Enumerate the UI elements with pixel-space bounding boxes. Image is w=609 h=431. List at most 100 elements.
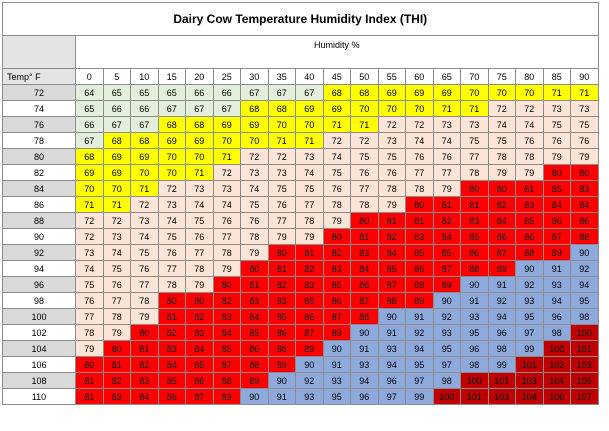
- thi-cell: 76: [157, 244, 186, 261]
- thi-cell: 83: [460, 212, 489, 229]
- thi-cell: 86: [295, 308, 324, 325]
- thi-cell: 94: [487, 308, 516, 325]
- thi-cell: 71: [460, 100, 489, 117]
- thi-cell: 81: [75, 388, 104, 405]
- thi-cell: 71: [542, 84, 571, 101]
- temperature-row-label: 72: [2, 84, 76, 101]
- thi-cell: 84: [432, 228, 461, 245]
- thi-cell: 79: [185, 276, 214, 293]
- thi-cell: 70: [102, 180, 131, 197]
- thi-cell: 100: [432, 388, 461, 405]
- thi-cell: 101: [515, 356, 544, 373]
- table-row: 88 72 72 73 74 75 76 76 77 78 79 80 81 81 82 83 84 85 86 86: [2, 212, 599, 229]
- thi-cell: 78: [157, 276, 186, 293]
- thi-cell: 81: [130, 340, 159, 357]
- humidity-column-header: 15: [157, 68, 186, 85]
- thi-cell: 79: [432, 180, 461, 197]
- thi-cell: 67: [240, 84, 269, 101]
- thi-cell: 72: [212, 164, 241, 181]
- thi-cell: 84: [350, 260, 379, 277]
- thi-cell: 78: [75, 324, 104, 341]
- thi-cell: 85: [295, 292, 324, 309]
- thi-cell: 65: [130, 84, 159, 101]
- thi-cell: 75: [322, 164, 351, 181]
- thi-cell: 73: [432, 116, 461, 133]
- thi-cell: 66: [212, 84, 241, 101]
- thi-cell: 77: [432, 164, 461, 181]
- thi-cell: 98: [570, 308, 599, 325]
- thi-cell: 70: [157, 148, 186, 165]
- thi-cell: 103: [487, 388, 516, 405]
- table-row: 74 65 66 66 67 67 67 68 68 69 69 70 70 70 71 71 72 72 73 73: [2, 100, 599, 117]
- thi-cell: 71: [295, 132, 324, 149]
- thi-cell: 82: [267, 276, 296, 293]
- thi-cell: 100: [542, 340, 571, 357]
- thi-cell: 81: [460, 196, 489, 213]
- thi-cell: 88: [350, 308, 379, 325]
- humidity-column-header: 65: [432, 68, 461, 85]
- humidity-column-header: 40: [295, 68, 324, 85]
- thi-cell: 100: [570, 324, 599, 341]
- thi-cell: 71: [267, 132, 296, 149]
- thi-cell: 85: [515, 212, 544, 229]
- humidity-column-header: 80: [515, 68, 544, 85]
- thi-cell: 73: [542, 100, 571, 117]
- thi-cell: 70: [295, 116, 324, 133]
- thi-cell: 94: [570, 276, 599, 293]
- thi-cell: 91: [377, 324, 406, 341]
- thi-cell: 78: [460, 164, 489, 181]
- thi-cell: 80: [130, 324, 159, 341]
- humidity-column-header: 25: [212, 68, 241, 85]
- thi-cell: 83: [267, 292, 296, 309]
- thi-cell: 83: [130, 372, 159, 389]
- thi-cell: 90: [240, 388, 269, 405]
- thi-cell: 97: [405, 372, 434, 389]
- thi-cell: 78: [515, 148, 544, 165]
- thi-cell: 84: [185, 340, 214, 357]
- thi-cell: 80: [75, 356, 104, 373]
- thi-cell: 93: [295, 388, 324, 405]
- thi-cell: 68: [267, 100, 296, 117]
- thi-cell: 93: [350, 356, 379, 373]
- thi-cell: 90: [267, 372, 296, 389]
- thi-cell: 76: [102, 276, 131, 293]
- thi-cell: 82: [432, 212, 461, 229]
- thi-cell: 71: [350, 116, 379, 133]
- thi-cell: 90: [460, 276, 489, 293]
- temperature-row-label: 102: [2, 324, 76, 341]
- thi-cell: 88: [267, 340, 296, 357]
- thi-cell: 86: [267, 324, 296, 341]
- thi-cell: 66: [130, 100, 159, 117]
- thi-cell: 73: [460, 116, 489, 133]
- thi-cell: 79: [377, 196, 406, 213]
- thi-cell: 92: [515, 276, 544, 293]
- thi-cell: 72: [102, 212, 131, 229]
- thi-cell: 80: [240, 260, 269, 277]
- temperature-row-label: 100: [2, 308, 76, 325]
- thi-cell: 81: [267, 260, 296, 277]
- table-row: 82 69 69 70 70 71 72 73 73 74 75 76 76 77 77 78 79 79 80 80: [2, 164, 599, 181]
- thi-cell: 90: [322, 340, 351, 357]
- thi-cell: 86: [460, 244, 489, 261]
- thi-cell: 85: [322, 276, 351, 293]
- temperature-row-label: 86: [2, 196, 76, 213]
- humidity-header: Humidity %: [75, 35, 599, 69]
- thi-cell: 83: [185, 324, 214, 341]
- thi-cell: 72: [377, 116, 406, 133]
- thi-cell: 70: [75, 180, 104, 197]
- thi-cell: 87: [432, 260, 461, 277]
- humidity-column-header: 20: [185, 68, 214, 85]
- thi-cell: 73: [157, 196, 186, 213]
- thi-cell: 75: [240, 196, 269, 213]
- thi-cell: 77: [130, 276, 159, 293]
- thi-cell: 69: [102, 164, 131, 181]
- thi-cell: 77: [75, 308, 104, 325]
- thi-cell: 75: [267, 180, 296, 197]
- thi-cell: 74: [322, 148, 351, 165]
- thi-cell: 72: [75, 228, 104, 245]
- thi-cell: 98: [432, 372, 461, 389]
- thi-cell: 86: [515, 228, 544, 245]
- thi-cell: 87: [377, 276, 406, 293]
- thi-cell: 78: [350, 196, 379, 213]
- thi-cell: 78: [212, 244, 241, 261]
